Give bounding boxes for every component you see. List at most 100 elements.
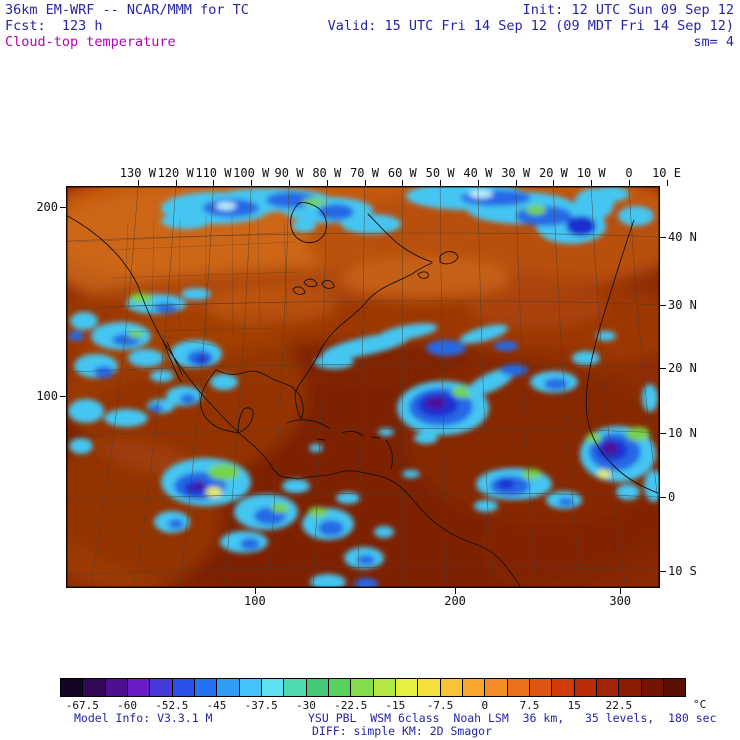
- colorbar-cell: [172, 679, 195, 696]
- axis-label: 80 W: [312, 166, 342, 180]
- axis-tick: [660, 368, 666, 370]
- colorbar-cell: [529, 679, 553, 696]
- axis-label: 40 N: [668, 230, 697, 245]
- colorbar-cell: [261, 679, 285, 696]
- axis-tick: [660, 497, 666, 499]
- colorbar-cell: [351, 679, 374, 696]
- axis-label: 30 W: [501, 166, 531, 180]
- axis-label: 110 W: [195, 166, 232, 180]
- smoothing-label: sm= 4: [693, 34, 734, 50]
- colorbar-cell: [485, 679, 508, 696]
- axis-tick: [288, 180, 290, 186]
- axis-tick: [364, 180, 366, 186]
- axis-label: 200: [36, 199, 58, 214]
- colorbar-cell: [150, 679, 173, 696]
- axis-tick: [402, 180, 404, 186]
- axis-tick: [628, 180, 630, 186]
- axis-tick: [660, 237, 666, 239]
- colorbar-cell: [418, 679, 441, 696]
- colorbar-label: -30: [295, 699, 316, 712]
- colorbar-cell: [83, 679, 106, 696]
- axis-tick: [254, 588, 256, 594]
- colorbar-label: -45: [206, 699, 227, 712]
- map-panel: 130 W 120 W 110 W 100 W 90 W 80 W 70 W 60 W 50 W…: [36, 166, 697, 608]
- axis-tick: [553, 180, 555, 186]
- diffusion-options: DIFF: simple KM: 2D Smagor: [312, 724, 493, 738]
- colorbar-label: -22.5: [334, 699, 368, 712]
- axis-tick: [660, 304, 666, 306]
- colorbar-label: -7.5: [426, 699, 454, 712]
- axis-label: 10 S: [668, 564, 697, 579]
- colorbar-cell: [306, 679, 329, 696]
- colorbar-cell: [552, 679, 575, 696]
- colorbar-cell: [574, 679, 597, 696]
- colorbar-label: -67.5: [65, 699, 99, 712]
- axis-tick: [175, 180, 177, 186]
- axis-label: 10 W: [576, 166, 606, 180]
- axis-tick: [60, 395, 66, 397]
- axis-tick: [440, 180, 442, 186]
- axis-tick: [60, 206, 66, 208]
- axis-label: 60 W: [387, 166, 417, 180]
- axis-label: 100: [36, 388, 58, 403]
- axis-label: 30 N: [668, 297, 697, 312]
- colorbar-label: -37.5: [244, 699, 278, 712]
- axis-label: 20 W: [538, 166, 568, 180]
- colorbar: °C -67.5 -60 -52.5 -45 -37.5 -30 -22.5 -15 -7.5 0…: [60, 678, 706, 720]
- axis-label: 50 W: [425, 166, 455, 180]
- axis-label: 0: [625, 166, 633, 180]
- variable-name: Cloud-top temperature: [5, 34, 176, 50]
- axis-label: 120 W: [157, 166, 194, 180]
- axis-label: 20 N: [668, 361, 697, 376]
- colorbar-cell: [127, 679, 151, 696]
- lat-lon-graticule: [66, 186, 660, 588]
- axis-tick: [455, 588, 457, 594]
- valid-time: Valid: 15 UTC Fri 14 Sep 12 (09 MDT Fri …: [327, 18, 734, 34]
- colorbar-label: 22.5: [605, 699, 633, 712]
- axis-label: 130 W: [119, 166, 156, 180]
- colorbar-cell: [641, 679, 664, 696]
- colorbar-cell: [239, 679, 262, 696]
- axis-tick: [660, 432, 666, 434]
- colorbar-cell: [619, 679, 642, 696]
- colorbar-cell: [373, 679, 396, 696]
- colorbar-cell: [217, 679, 240, 696]
- colorbar-cell: [284, 679, 307, 696]
- colorbar-label: 7.5: [519, 699, 540, 712]
- colorbar-cell: [328, 679, 352, 696]
- model-version: Model Info: V3.3.1 M: [74, 711, 213, 725]
- axis-tick: [515, 180, 517, 186]
- axis-tick: [251, 180, 253, 186]
- axis-label: 100: [244, 594, 266, 608]
- cold-cloud-blobs: [68, 186, 660, 588]
- colorbar-cell: [462, 679, 486, 696]
- colorbar-unit: °C: [693, 698, 707, 711]
- cloud-top-temperature-field: [66, 186, 660, 588]
- colorbar-label: 15: [567, 699, 581, 712]
- axis-label: 200: [444, 594, 466, 608]
- axis-tick: [213, 180, 215, 186]
- axis-label: 10 N: [668, 425, 697, 440]
- axis-tick: [326, 180, 328, 186]
- colorbar-cell: [194, 679, 218, 696]
- colorbar-cell: [507, 679, 530, 696]
- axis-tick: [477, 180, 479, 186]
- colorbar-label: -52.5: [155, 699, 189, 712]
- model-title: 36km EM-WRF -- NCAR/MMM for TC: [5, 2, 249, 18]
- axis-label: 70 W: [350, 166, 379, 180]
- axis-tick: [666, 180, 668, 186]
- physics-options: YSU PBL WSM 6class Noah LSM 36 km, 35 le…: [308, 711, 717, 725]
- colorbar-cell: [105, 679, 128, 696]
- axis-label: 40 W: [463, 166, 493, 180]
- colorbar-cell: [596, 679, 620, 696]
- colorbar-cell: [440, 679, 463, 696]
- axis-label: 90 W: [274, 166, 304, 180]
- colorbar-cell: [395, 679, 419, 696]
- forecast-hour: Fcst: 123 h: [5, 18, 103, 34]
- init-time: Init: 12 UTC Sun 09 Sep 12: [522, 2, 734, 18]
- axis-tick: [137, 180, 139, 186]
- colorbar-cell: [663, 679, 686, 696]
- colorbar-label: -60: [117, 699, 137, 712]
- axis-label: 0: [668, 490, 676, 505]
